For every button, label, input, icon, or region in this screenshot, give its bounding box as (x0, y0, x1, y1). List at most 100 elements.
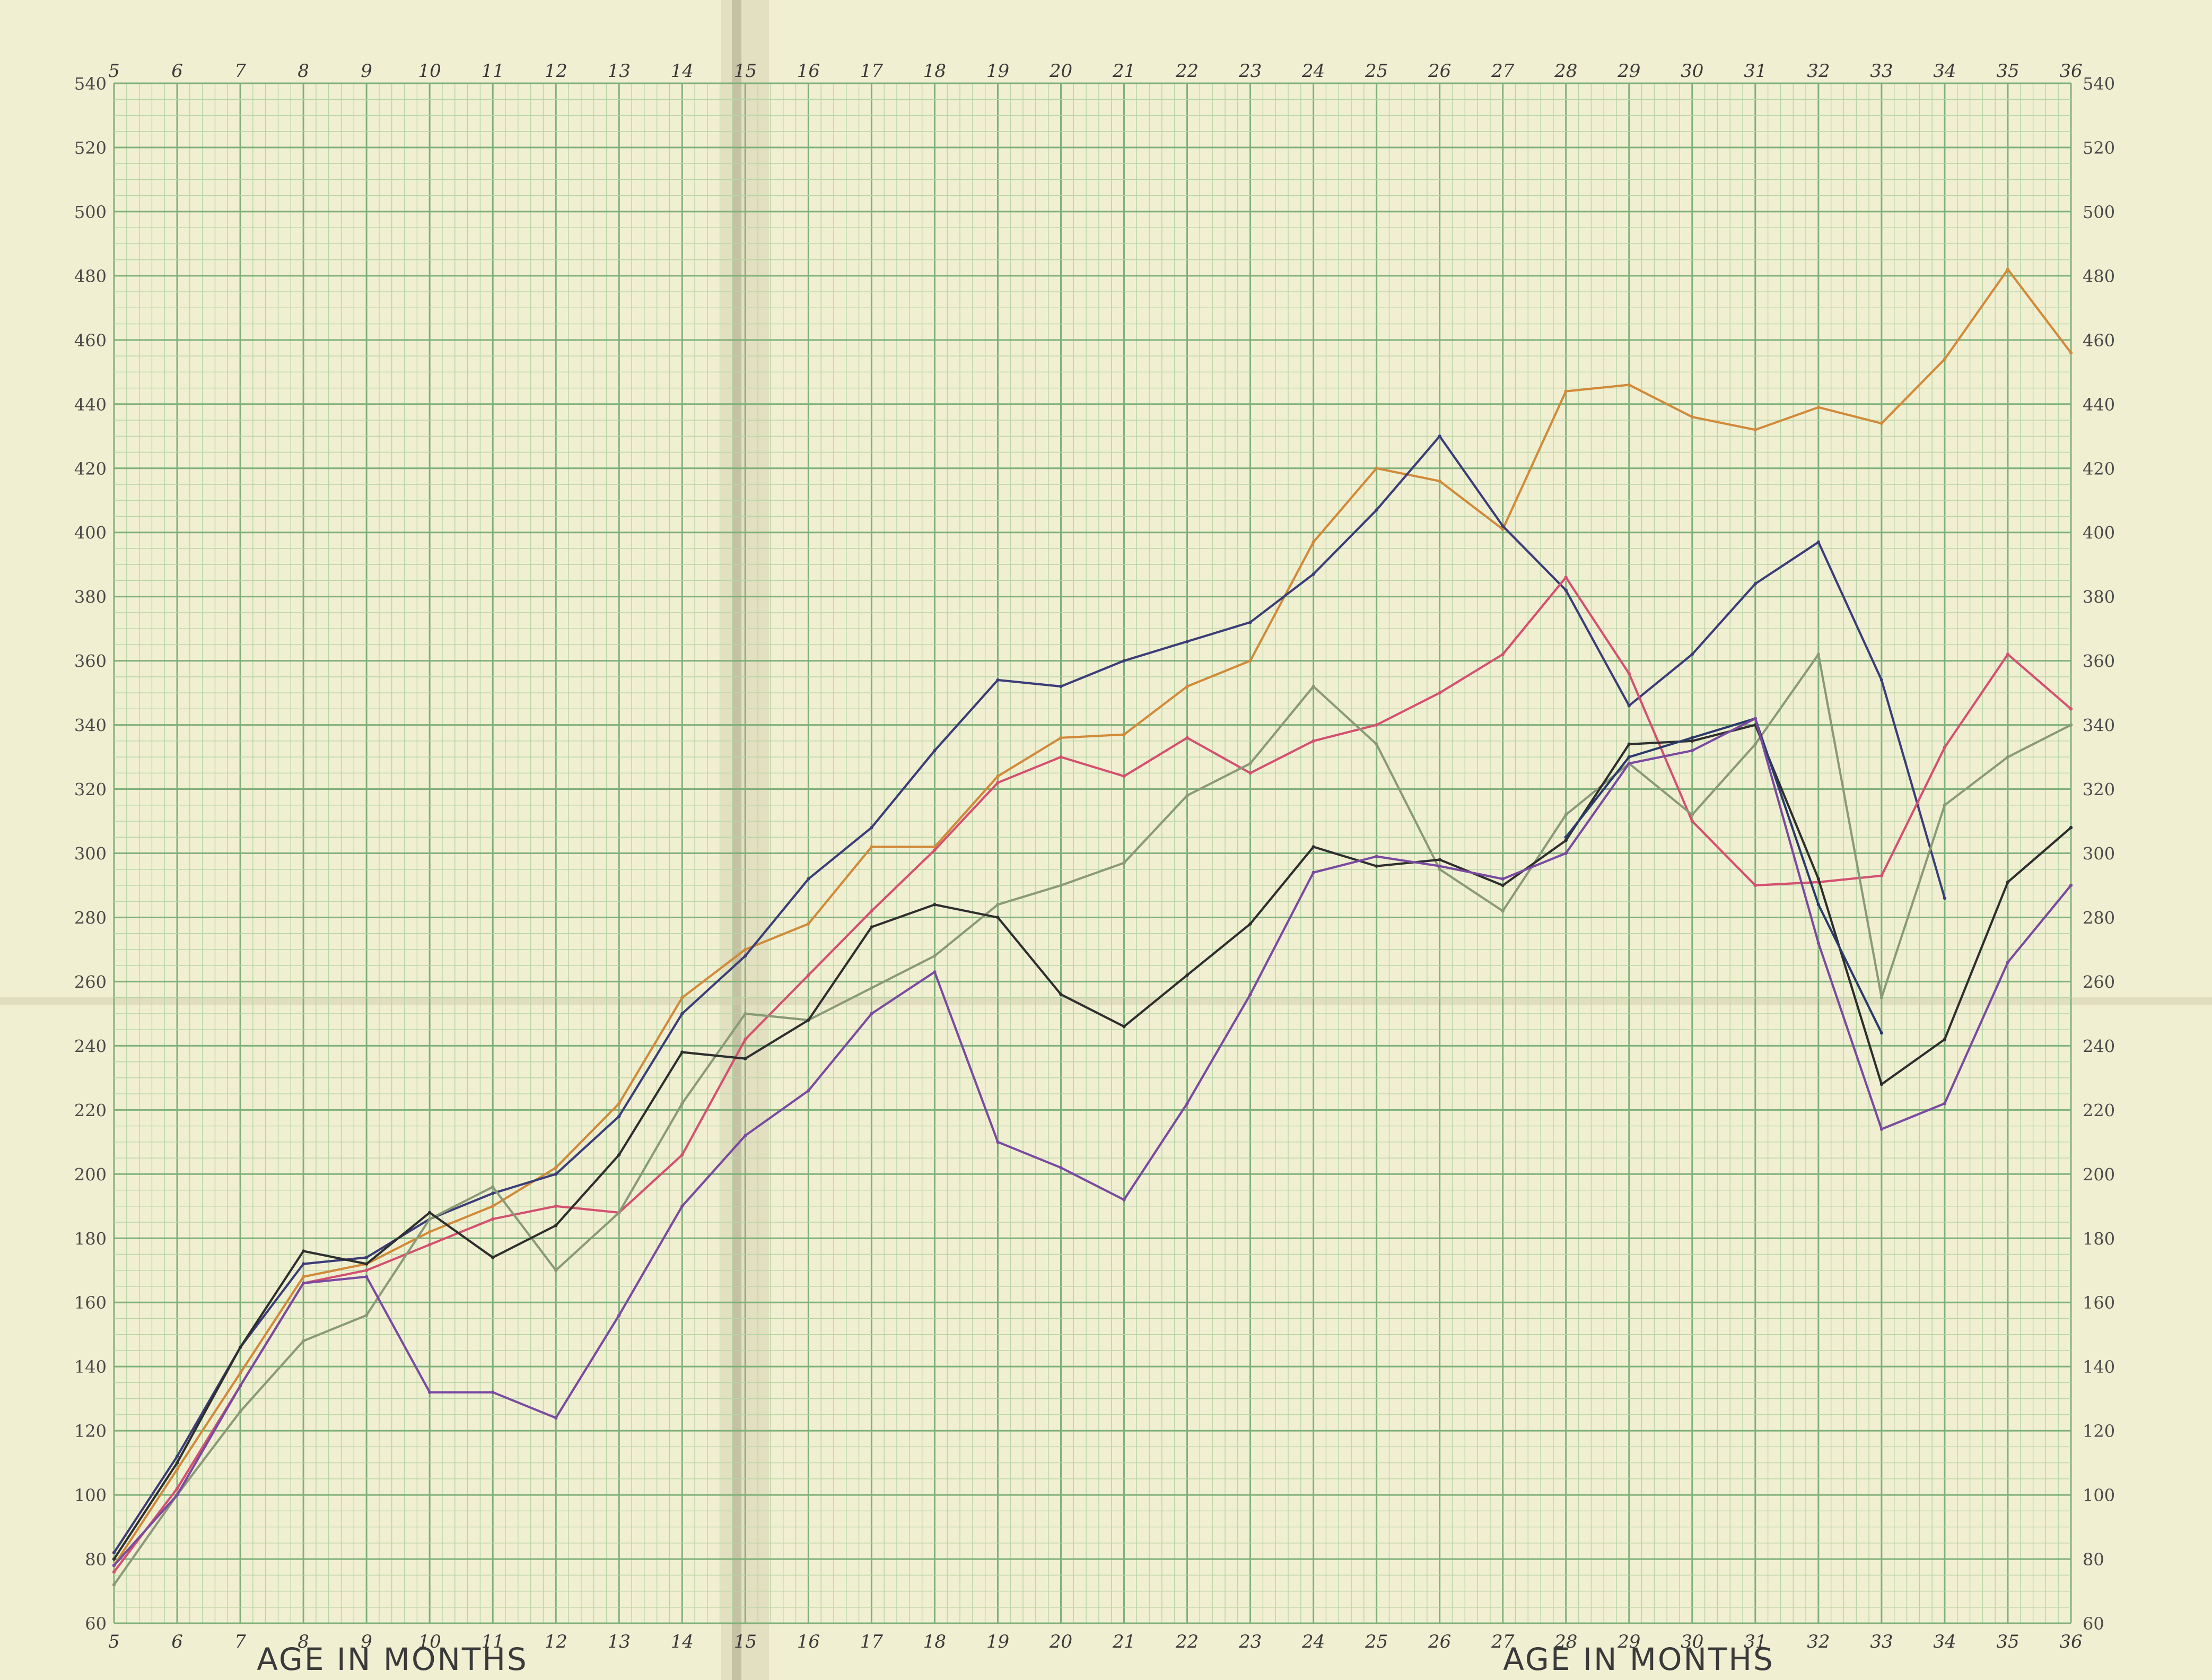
data-point (870, 825, 873, 830)
y-tick-label-right: 300 (2083, 844, 2115, 864)
x-tick-label-bottom: 15 (734, 1631, 757, 1652)
paper-fold-horizontal (0, 997, 2212, 1005)
data-point (2006, 960, 2010, 964)
data-point (175, 1461, 179, 1465)
x-tick-label-top: 12 (545, 60, 567, 82)
data-point (1690, 739, 1694, 743)
data-point (1501, 524, 1505, 528)
data-point (238, 1409, 242, 1414)
data-point (744, 1057, 747, 1060)
data-point (744, 1038, 747, 1041)
x-tick-label-bottom: 28 (1554, 1631, 1577, 1652)
x-tick-label-top: 14 (671, 60, 694, 82)
data-point (554, 1268, 558, 1272)
data-point (491, 1185, 495, 1189)
y-tick-label-left: 460 (74, 330, 107, 351)
y-tick-label-left: 300 (74, 844, 107, 864)
data-point (996, 678, 1000, 682)
y-tick-label-left: 160 (74, 1293, 107, 1313)
data-point (364, 1313, 369, 1317)
x-tick-label-top: 10 (418, 60, 441, 82)
data-point (1059, 684, 1063, 689)
data-point (1564, 851, 1568, 855)
data-point (1185, 794, 1189, 797)
data-point (112, 1570, 116, 1574)
y-tick-label-right: 340 (2083, 716, 2115, 736)
data-point (1438, 864, 1441, 868)
y-tick-label-right: 500 (2083, 202, 2115, 222)
data-point (996, 781, 1000, 785)
data-point (2069, 825, 2073, 830)
data-point (175, 1455, 179, 1458)
x-tick-label-top: 7 (234, 60, 246, 82)
y-tick-label-left: 400 (74, 523, 107, 543)
y-tick-label-left: 100 (74, 1485, 107, 1505)
data-point (1879, 1082, 1884, 1086)
data-point (1564, 576, 1568, 579)
x-tick-label-bottom: 24 (1301, 1631, 1325, 1652)
x-tick-label-top: 24 (1301, 60, 1325, 82)
y-tick-label-left: 320 (74, 780, 107, 800)
x-tick-label-bottom: 6 (171, 1631, 183, 1652)
y-tick-label-right: 400 (2083, 523, 2115, 543)
y-tick-label-left: 220 (74, 1100, 107, 1120)
data-point (1753, 883, 1758, 887)
data-point (1438, 479, 1441, 483)
y-tick-label-left: 240 (74, 1036, 107, 1056)
data-point (933, 903, 937, 907)
data-point (1816, 877, 1821, 881)
x-tick-label-bottom: 30 (1681, 1631, 1703, 1652)
data-point (1312, 540, 1315, 544)
data-point (427, 1390, 432, 1394)
y-tick-label-left: 360 (74, 651, 107, 672)
data-point (1248, 993, 1252, 996)
y-tick-label-right: 440 (2083, 395, 2115, 415)
data-point (617, 1313, 621, 1317)
y-tick-label-right: 360 (2083, 651, 2115, 672)
data-point (554, 1223, 558, 1228)
x-tick-label-bottom: 23 (1238, 1631, 1262, 1652)
data-point (996, 1140, 1000, 1144)
data-point (870, 845, 873, 849)
data-point (427, 1217, 432, 1221)
series-line-1 (112, 268, 2073, 1567)
y-tick-label-right: 240 (2083, 1036, 2115, 1056)
x-tick-label-top: 33 (1870, 60, 1893, 82)
data-point (1627, 672, 1631, 676)
y-tick-label-right: 100 (2083, 1485, 2115, 1505)
data-point (933, 970, 937, 974)
x-tick-label-bottom: 11 (482, 1631, 504, 1652)
x-tick-label-top: 23 (1238, 60, 1262, 82)
data-point (680, 1102, 684, 1106)
data-point (933, 954, 937, 958)
y-tick-label-left: 200 (74, 1164, 107, 1185)
data-point (1312, 845, 1315, 849)
data-point (427, 1230, 432, 1234)
x-tick-label-bottom: 29 (1617, 1631, 1640, 1652)
data-point (744, 954, 747, 958)
data-point (491, 1191, 495, 1195)
y-tick-label-right: 160 (2083, 1293, 2115, 1313)
data-point (1627, 383, 1631, 387)
data-point (427, 1243, 432, 1247)
data-point (1122, 861, 1126, 865)
y-tick-label-left: 260 (74, 972, 107, 992)
data-point (1122, 1198, 1126, 1202)
x-tick-label-top: 5 (108, 60, 120, 82)
data-point (1943, 357, 1947, 361)
data-point (301, 1339, 305, 1343)
x-tick-label-top: 18 (923, 60, 946, 82)
data-point (1943, 745, 1947, 750)
y-tick-label-left: 480 (74, 266, 107, 286)
data-point (364, 1256, 369, 1259)
data-point (175, 1486, 179, 1491)
data-point (491, 1204, 495, 1208)
data-point (1312, 572, 1315, 576)
data-point (301, 1275, 305, 1279)
data-point (996, 916, 1000, 919)
x-tick-label-top: 19 (986, 60, 1009, 82)
data-point (1312, 871, 1315, 874)
data-point (807, 922, 810, 926)
data-point (1943, 1102, 1947, 1106)
